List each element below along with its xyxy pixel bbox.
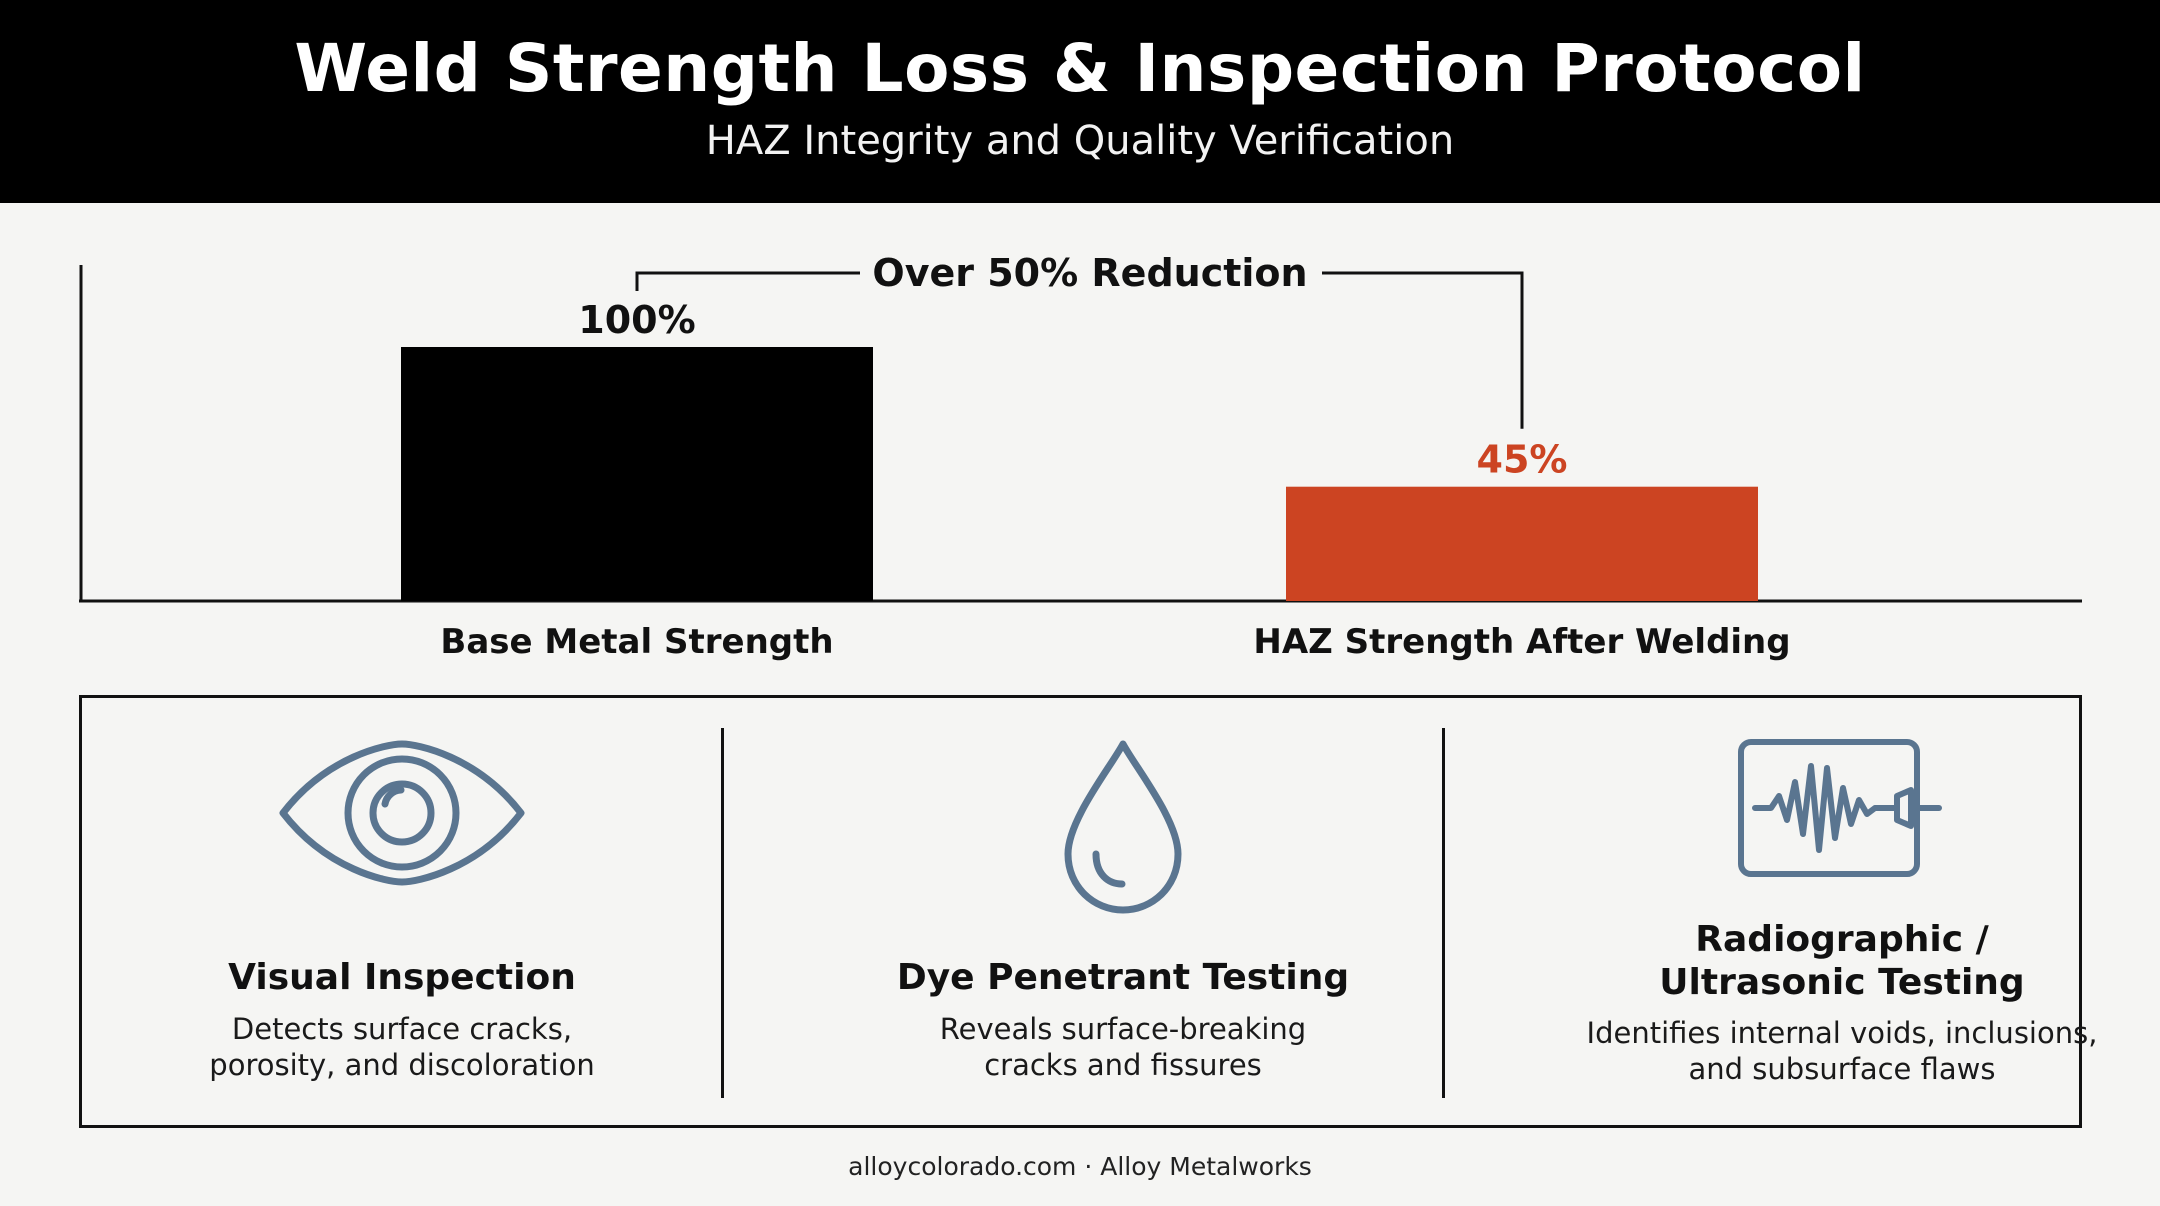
bar-2 [1286,486,1758,601]
category-label: Base Metal Strength [440,622,833,662]
inspection-methods-panel: Visual Inspection Detects surface cracks… [79,695,2097,1128]
method-description-line: cracks and fissures [984,1048,1262,1082]
strength-bar-chart: 100% Base Metal Strength 45% HAZ Strength A… [0,203,2160,673]
annotation-bracket-right [1322,271,1524,429]
data-label: 100% [578,298,695,342]
chart-svg: 100% Base Metal Strength 45% HAZ Strength A… [79,251,2082,662]
eye-icon [82,738,722,918]
column-divider [1442,728,1445,1098]
method-title: Dye Penetrant Testing [896,957,1350,998]
method-title: Radiographic / [1695,919,1989,960]
method-description-line: Identifies internal voids, inclusions, [1586,1016,2098,1050]
annotation-bracket-left [635,271,860,291]
page-subtitle: HAZ Integrity and Quality Verification [705,118,1455,164]
category-label: HAZ Strength After Welding [1253,622,1790,662]
bar-1 [401,347,873,601]
method-radiographic-ultrasonic: Radiographic / Ultrasonic Testing Identi… [1482,698,2160,1125]
method-description-line: porosity, and discoloration [209,1048,595,1082]
header-banner: Weld Strength Loss & Inspection Protocol… [0,0,2160,203]
droplet-icon [803,738,1443,918]
method-visual-inspection: Visual Inspection Detects surface cracks… [82,698,722,1125]
method-description-line: Reveals surface-breaking [939,1012,1307,1046]
method-title: Visual Inspection [228,957,576,998]
footer-credit: alloycolorado.com · Alloy Metalworks [848,1152,1312,1181]
method-title: Ultrasonic Testing [1659,962,2025,1003]
page-title: Weld Strength Loss & Inspection Protocol [294,30,1866,107]
method-dye-penetrant: Dye Penetrant Testing Reveals surface-br… [803,698,1443,1125]
method-description-line: and subsurface flaws [1688,1052,1996,1086]
column-divider [721,728,724,1098]
waveform-monitor-icon [1482,738,2160,918]
reduction-annotation: Over 50% Reduction [872,251,1307,295]
method-description-line: Detects surface cracks, [231,1012,573,1046]
data-label: 45% [1477,438,1568,482]
